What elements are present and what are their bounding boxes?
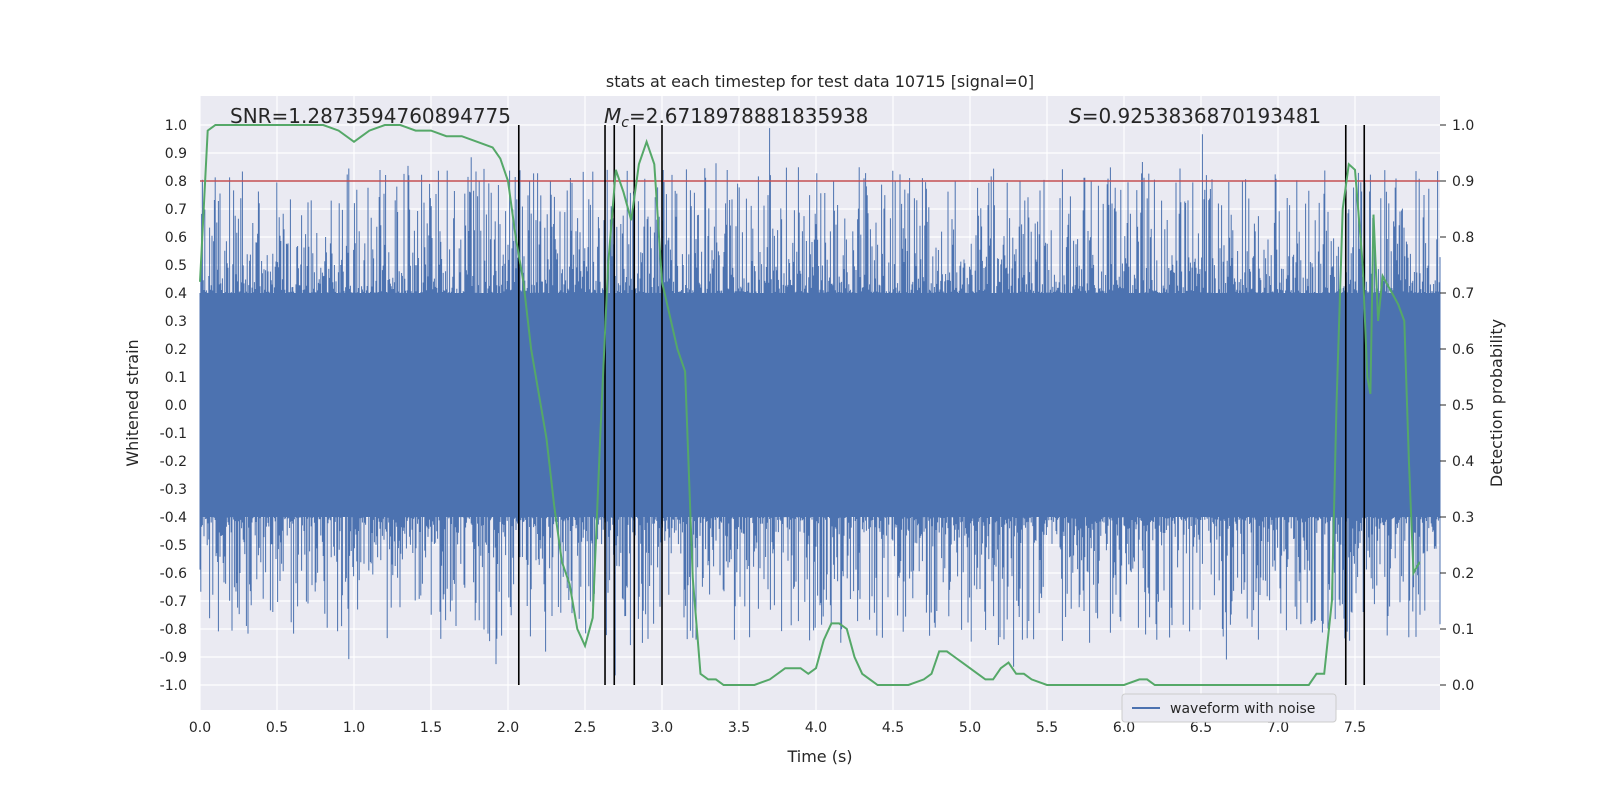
x-tick-label: 0.0 — [189, 720, 211, 736]
probability-line — [199, 124, 1421, 686]
y-tick-label: -1.0 — [160, 678, 187, 694]
legend-box — [1121, 693, 1337, 723]
x-tick-labels: 0.0 0.5 1.0 1.5 2.0 2.5 3.0 3.5 4.0 4.5 5.0 5.5 6.0 6… — [189, 720, 1366, 736]
y2-tick-label: 0.2 — [1452, 566, 1474, 582]
x-tick-label: 6.0 — [1113, 720, 1135, 736]
x-tick-label: 1.0 — [343, 720, 365, 736]
x-axis-label: Time (s) — [786, 747, 852, 766]
s-symbol: S — [1069, 104, 1082, 128]
x-tick-label: 6.5 — [1190, 720, 1212, 736]
mc-value: =2.6718978881835938 — [629, 104, 868, 128]
y2-tick-label: 0.5 — [1452, 398, 1474, 414]
y-tick-label: 0.7 — [165, 202, 187, 218]
y-tick-label: 0.3 — [165, 314, 187, 330]
y-tick-label: -0.4 — [160, 510, 187, 526]
x-tick-label: 4.5 — [882, 720, 904, 736]
x-tick-label: 3.0 — [651, 720, 673, 736]
y-tick-label: -0.6 — [160, 566, 187, 582]
x-tick-label: 7.5 — [1344, 720, 1366, 736]
y-tick-label: -0.8 — [160, 622, 187, 638]
y-tick-label: -0.9 — [160, 650, 187, 666]
y2-tick-labels: 1.0 0.9 0.8 0.7 0.6 0.5 0.4 0.3 0.2 0.1 0.0 — [1440, 118, 1474, 694]
y2-tick-label: 0.4 — [1452, 454, 1474, 470]
mc-subscript: c — [621, 115, 629, 131]
s-value: =0.9253836870193481 — [1082, 104, 1321, 128]
y-tick-label: -0.7 — [160, 594, 187, 610]
y2-tick-label: 0.8 — [1452, 230, 1474, 246]
y-tick-label: 0.6 — [165, 230, 187, 246]
mc-annotation: Mc=2.6718978881835938 — [604, 104, 868, 131]
x-tick-label: 0.5 — [266, 720, 288, 736]
y-tick-label: 1.0 — [165, 118, 187, 134]
y-tick-label: 0.0 — [165, 398, 187, 414]
y-tick-label: 0.2 — [165, 342, 187, 358]
x-tick-label: 3.5 — [728, 720, 750, 736]
y-tick-labels: 1.0 0.9 0.8 0.7 0.6 0.5 0.4 0.3 0.2 0.1 0.0 -0.1 -0.… — [160, 118, 187, 694]
y-tick-label: 0.9 — [165, 146, 187, 162]
y-tick-label: -0.5 — [160, 538, 187, 554]
y-axis-label: Whitened strain — [123, 339, 142, 466]
x-tick-label: 2.0 — [497, 720, 519, 736]
x-tick-label: 2.5 — [574, 720, 596, 736]
y2-tick-label: 0.9 — [1452, 174, 1474, 190]
x-tick-label: 4.0 — [805, 720, 827, 736]
y-tick-label: 0.5 — [165, 258, 187, 274]
legend: waveform with noise — [1121, 693, 1337, 723]
y2-tick-label: 1.0 — [1452, 118, 1474, 134]
y2-tick-label: 0.1 — [1452, 622, 1474, 638]
waveform-noise-series — [199, 128, 1441, 676]
y-tick-label: 0.4 — [165, 286, 187, 302]
x-tick-label: 5.0 — [959, 720, 981, 736]
y-tick-label: -0.3 — [160, 482, 187, 498]
y2-tick-label: 0.3 — [1452, 510, 1474, 526]
y-tick-label: 0.8 — [165, 174, 187, 190]
s-annotation: S=0.9253836870193481 — [1069, 104, 1321, 128]
x-tick-label: 1.5 — [420, 720, 442, 736]
snr-annotation: SNR=1.2873594760894775 — [230, 104, 511, 128]
y-tick-label: 0.1 — [165, 370, 187, 386]
y2-tick-label: 0.7 — [1452, 286, 1474, 302]
x-tick-label: 7.0 — [1267, 720, 1289, 736]
mc-symbol: M — [604, 104, 621, 128]
y2-axis-label: Detection probability — [1487, 319, 1506, 487]
detection-probability-series — [199, 124, 1421, 686]
y-tick-label: -0.2 — [160, 454, 187, 470]
y2-tick-label: 0.6 — [1452, 342, 1474, 358]
legend-label: waveform with noise — [1170, 701, 1315, 717]
chart-title: stats at each timestep for test data 107… — [606, 72, 1034, 91]
y2-tick-label: 0.0 — [1452, 678, 1474, 694]
event-lines — [517, 125, 1366, 685]
x-tick-label: 5.5 — [1036, 720, 1058, 736]
y-tick-label: -0.1 — [160, 426, 187, 442]
